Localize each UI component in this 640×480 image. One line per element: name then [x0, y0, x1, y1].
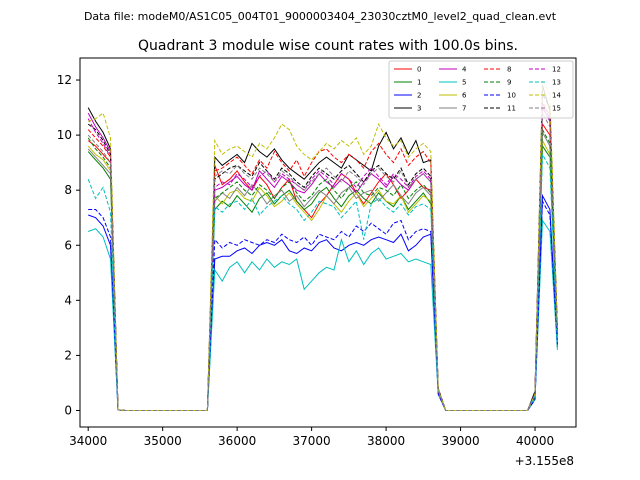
series-line-11 [87, 91, 558, 411]
series-line-14 [88, 78, 558, 411]
plot-frame [79, 57, 577, 428]
y-tick-label: 2 [64, 348, 72, 362]
series-line-1 [87, 144, 558, 411]
legend-label-5: 5 [462, 79, 466, 87]
series-line-3 [87, 85, 558, 411]
series-line-15 [87, 111, 558, 411]
legend-label-2: 2 [417, 92, 421, 100]
chart-title: Quadrant 3 module wise count rates with … [138, 38, 518, 54]
legend-label-7: 7 [462, 105, 466, 113]
series-line-5 [88, 218, 558, 411]
x-tick-label: 35000 [144, 434, 182, 448]
legend-label-13: 13 [552, 79, 561, 87]
x-offset-label: +3.155e8 [515, 454, 574, 468]
legend-label-12: 12 [552, 66, 561, 74]
legend-label-4: 4 [462, 66, 467, 74]
legend-box [388, 60, 574, 119]
legend-label-1: 1 [417, 79, 421, 87]
legend-label-15: 15 [552, 105, 561, 113]
series-line-2 [88, 193, 558, 411]
series-line-8 [87, 100, 558, 411]
y-tick-label: 6 [64, 238, 72, 252]
series-line-4 [87, 105, 558, 411]
x-tick-label: 37000 [293, 434, 331, 448]
legend-label-3: 3 [417, 105, 421, 113]
series-line-0 [87, 122, 558, 411]
y-tick-label: 0 [64, 403, 72, 417]
legend-label-14: 14 [552, 92, 561, 100]
legend-label-6: 6 [462, 92, 467, 100]
axis-ticks: 34000 35000 36000 37000 38000 39000 40000 0 2 4 6 8… [57, 73, 554, 448]
y-tick-label: 12 [57, 73, 72, 87]
legend-label-10: 10 [507, 92, 516, 100]
suptitle: Data file: modeM0/AS1C05_004T01_90000034… [84, 10, 557, 23]
series-line-6 [87, 138, 558, 411]
x-tick-label: 40000 [516, 434, 554, 448]
legend-label-8: 8 [507, 66, 511, 74]
x-tick-label: 39000 [441, 434, 479, 448]
legend-label-0: 0 [417, 66, 421, 74]
y-tick-label: 8 [64, 183, 72, 197]
y-tick-label: 4 [64, 293, 72, 307]
x-tick-label: 36000 [218, 434, 256, 448]
x-tick-label: 34000 [69, 434, 107, 448]
y-tick-label: 10 [57, 128, 72, 142]
legend-label-9: 9 [507, 79, 511, 87]
plot-marks [87, 78, 558, 411]
x-tick-label: 38000 [367, 434, 405, 448]
legend-label-11: 11 [507, 105, 516, 113]
series-line-10 [88, 199, 558, 411]
